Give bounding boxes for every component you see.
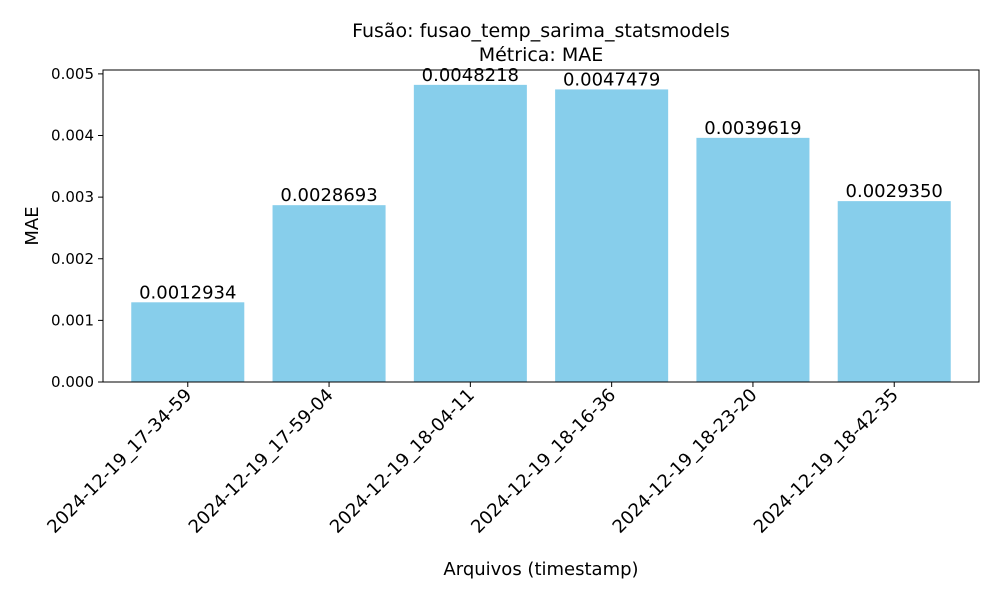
x-tick-label-1: 2024-12-19_17-34-59 bbox=[43, 385, 196, 538]
y-tick-label-0: 0.000 bbox=[51, 373, 94, 391]
x-tick-label-2: 2024-12-19_17-59-04 bbox=[185, 385, 338, 538]
plot-frame bbox=[102, 69, 980, 383]
bar-6 bbox=[837, 201, 951, 382]
x-tick-label-4: 2024-12-19_18-16-36 bbox=[467, 385, 620, 538]
x-tick-label-5: 2024-12-19_18-23-20 bbox=[609, 385, 762, 538]
y-axis-label: MAE bbox=[22, 206, 43, 245]
bar-3 bbox=[413, 84, 527, 383]
bar-value-label-6: 0.0029350 bbox=[846, 181, 943, 202]
x-axis-ticks: 2024-12-19_17-34-592024-12-19_17-59-0420… bbox=[43, 382, 903, 538]
bar-value-label-3: 0.0048218 bbox=[422, 65, 519, 86]
x-tick-label-6: 2024-12-19_18-42-35 bbox=[750, 385, 903, 538]
y-tick-label-3: 0.003 bbox=[51, 188, 94, 206]
y-tick-label-5: 0.005 bbox=[51, 65, 94, 83]
bar-value-label-2: 0.0028693 bbox=[280, 185, 377, 206]
bar-4 bbox=[555, 89, 669, 383]
y-tick-label-2: 0.002 bbox=[51, 250, 94, 268]
bar-value-label-1: 0.0012934 bbox=[139, 282, 236, 303]
x-axis-label: Arquivos (timestamp) bbox=[443, 559, 638, 580]
chart-title-line2: Métrica: MAE bbox=[479, 44, 604, 66]
value-labels-layer: 0.0012934 0.0028693 0.0048218 0.0047479 0.00… bbox=[139, 65, 943, 303]
bar-value-label-4: 0.0047479 bbox=[563, 69, 660, 90]
x-tick-label-3: 2024-12-19_18-04-11 bbox=[326, 385, 479, 538]
chart-title-line1: Fusão: fusao_temp_sarima_statsmodels bbox=[352, 20, 730, 42]
y-tick-label-1: 0.001 bbox=[51, 311, 94, 329]
bar-5 bbox=[696, 137, 810, 382]
bar-value-label-5: 0.0039619 bbox=[704, 118, 801, 139]
bar-1 bbox=[131, 302, 245, 382]
y-tick-label-4: 0.004 bbox=[51, 127, 94, 145]
bars-layer bbox=[131, 84, 951, 383]
bar-2 bbox=[272, 205, 386, 382]
y-axis-ticks: 0.000 0.001 0.002 0.003 0.004 0.005 bbox=[51, 65, 103, 391]
